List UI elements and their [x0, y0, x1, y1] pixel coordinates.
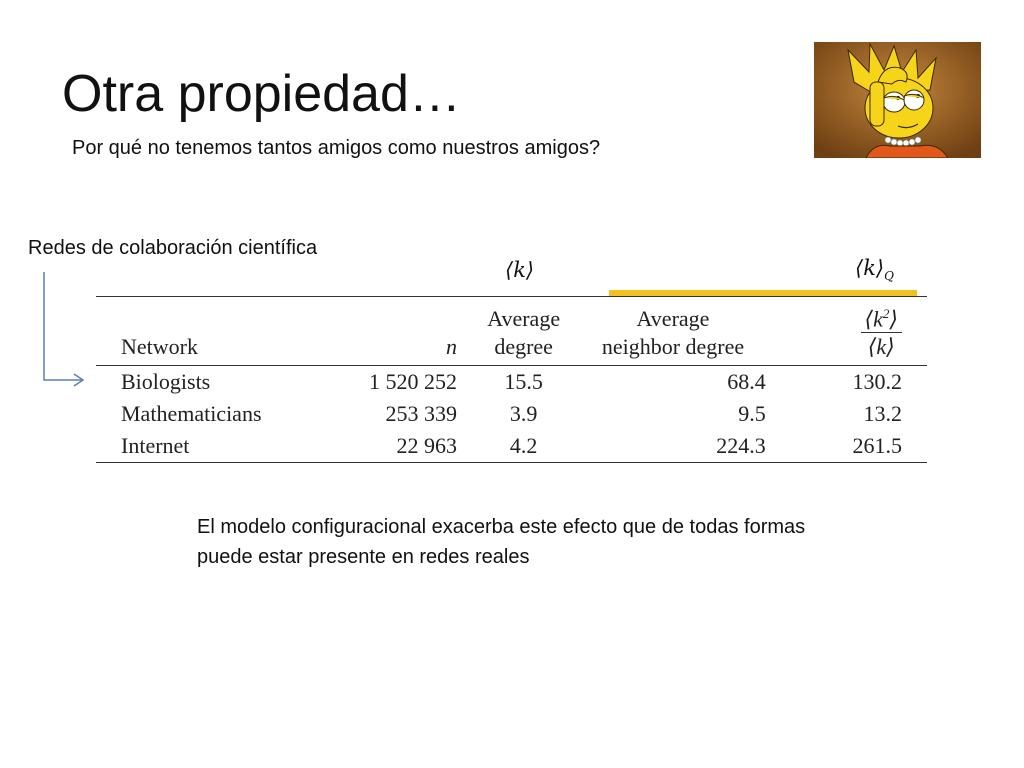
neighbor-degree-symbol: ⟨k⟩Q [855, 256, 894, 284]
cell-ratio: 13.2 [863, 401, 903, 426]
cell-network: Biologists [121, 369, 211, 394]
slide-subtitle: Por qué no tenemos tantos amigos como nu… [72, 137, 601, 159]
arrow-connector-icon [43, 272, 85, 387]
cell-average-degree: 4.2 [509, 433, 538, 458]
highlight-bar [609, 290, 917, 297]
header-ratio: ⟨k2⟩ ⟨k⟩ [766, 297, 927, 366]
cell-average-degree: 15.5 [504, 369, 543, 394]
cartoon-character-thinking-icon [814, 42, 981, 158]
table-row: Mathematicians 253 339 3.9 9.5 13.2 [96, 398, 927, 430]
cell-ratio: 130.2 [852, 369, 903, 394]
table-header-row: Network n Average degree Average neighbor … [96, 296, 927, 366]
cell-average-neighbor-degree: 9.5 [738, 401, 766, 426]
conclusion-text: El modelo configuracional exacerba este … [197, 516, 806, 568]
table-row: Biologists 1 520 252 15.5 68.4 130.2 [96, 366, 927, 399]
table-row: Internet 22 963 4.2 224.3 261.5 [96, 430, 927, 463]
header-network: Network [121, 334, 198, 359]
average-degree-symbol: ⟨k⟩ [505, 258, 535, 282]
cell-ratio: 261.5 [852, 433, 903, 458]
cell-n: 253 339 [385, 401, 458, 426]
network-table: Network n Average degree Average neighbor … [96, 296, 927, 463]
cell-average-degree: 3.9 [509, 401, 538, 426]
cell-n: 22 963 [396, 433, 458, 458]
table-caption: Redes de colaboración científica [28, 237, 318, 259]
cell-n: 1 520 252 [369, 369, 458, 394]
header-n: n [446, 334, 458, 359]
header-average-degree: Average degree [487, 306, 561, 359]
slide-title: Otra propiedad… [62, 65, 461, 123]
cell-average-neighbor-degree: 68.4 [727, 369, 766, 394]
cell-network: Internet [121, 433, 190, 458]
cell-network: Mathematicians [121, 401, 262, 426]
cell-average-neighbor-degree: 224.3 [716, 433, 766, 458]
header-average-neighbor-degree: Average neighbor degree [601, 306, 745, 359]
